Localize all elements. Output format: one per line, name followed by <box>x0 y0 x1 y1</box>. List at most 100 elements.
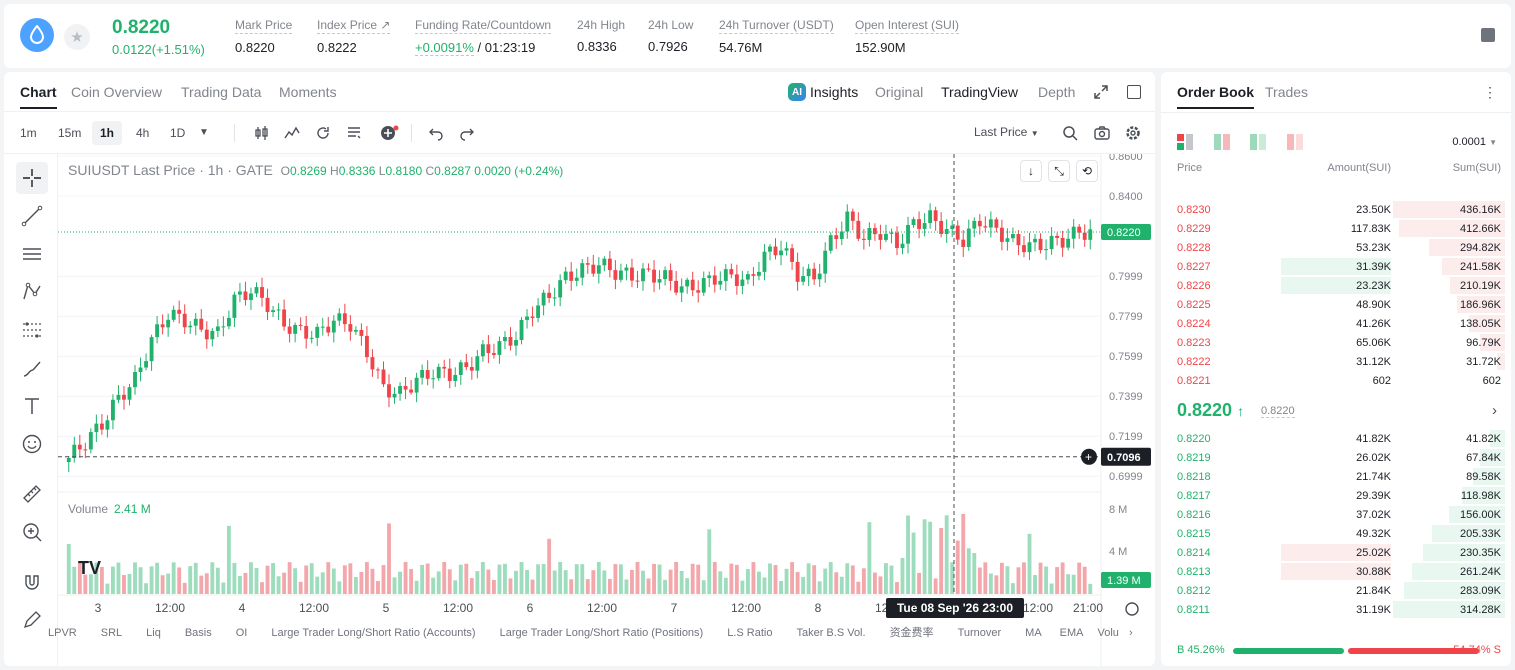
bid-row[interactable]: 0.8215 49.32K 205.33K <box>1161 524 1511 543</box>
mid-price[interactable]: 0.8220 ↑ <box>1177 400 1244 421</box>
chevron-right-icon[interactable]: › <box>1128 627 1133 639</box>
bid-row[interactable]: 0.8214 25.02K 230.35K <box>1161 543 1511 562</box>
bid-row[interactable]: 0.8216 37.02K 156.00K <box>1161 505 1511 524</box>
undo-icon[interactable] <box>428 125 444 141</box>
add-indicator-icon[interactable] <box>380 125 400 141</box>
tab-trading-data[interactable]: Trading Data <box>181 84 262 100</box>
templates-icon[interactable] <box>346 125 362 141</box>
indicator-ema[interactable]: EMA <box>1059 627 1084 639</box>
collapse-icon[interactable]: ⤡ <box>1048 160 1070 182</box>
indicator-large-trader-accounts[interactable]: Large Trader Long/Short Ratio (Accounts) <box>271 627 476 639</box>
indicator-oi[interactable]: OI <box>235 627 248 639</box>
ask-row[interactable]: 0.8225 48.90K 186.96K <box>1161 295 1511 314</box>
ask-row[interactable]: 0.8228 53.23K 294.82K <box>1161 238 1511 257</box>
chart-area[interactable]: 0.8220 0.7096 +0.8600 0.8400 0.7999 0.7799 0.7… <box>58 154 1155 666</box>
indicator-ls-ratio[interactable]: L.S Ratio <box>727 627 773 639</box>
volume-bar <box>1088 583 1093 594</box>
ask-row[interactable]: 0.8223 65.06K 96.79K <box>1161 333 1511 352</box>
camera-icon[interactable] <box>1094 125 1110 141</box>
book-icon[interactable] <box>1481 28 1495 42</box>
indicator-volume[interactable]: Volu <box>1097 627 1119 639</box>
layout-both-icon[interactable] <box>1177 134 1193 150</box>
ask-row[interactable]: 0.8227 31.39K 241.58K <box>1161 257 1511 276</box>
refresh-icon[interactable] <box>315 125 331 141</box>
indicator-taker-bs-vol[interactable]: Taker B.S Vol. <box>796 627 866 639</box>
bid-row[interactable]: 0.8213 30.88K 261.24K <box>1161 562 1511 581</box>
precision-select[interactable]: 0.0001 ▼ <box>1452 136 1497 148</box>
timeframe-15m[interactable]: 15m <box>58 126 82 140</box>
trend-line-tool-icon[interactable] <box>16 200 48 232</box>
volume-bar <box>757 571 761 594</box>
indicator-liq[interactable]: Liq <box>146 627 161 639</box>
ask-row[interactable]: 0.8230 23.50K 436.16K <box>1161 200 1511 219</box>
ask-row[interactable]: 0.8229 117.83K 412.66K <box>1161 219 1511 238</box>
timeframe-1d[interactable]: 1D <box>170 126 186 140</box>
bid-row[interactable]: 0.8219 26.02K 67.84K <box>1161 448 1511 467</box>
settings-gear-icon[interactable] <box>1125 125 1141 141</box>
bid-row[interactable]: 0.8220 41.82K 41.82K <box>1161 429 1511 448</box>
fullscreen-icon[interactable] <box>1127 85 1141 99</box>
emoji-tool-icon[interactable] <box>16 428 48 460</box>
ask-row[interactable]: 0.8224 41.26K 138.05K <box>1161 314 1511 333</box>
indicators-icon[interactable] <box>284 125 300 141</box>
zoom-in-tool-icon[interactable] <box>16 516 48 548</box>
candle-body <box>464 362 469 368</box>
timeframe-4h[interactable]: 4h <box>136 126 150 140</box>
bid-row[interactable]: 0.8217 29.39K 118.98K <box>1161 486 1511 505</box>
legend-change: 0.0020 (+0.24%) <box>474 164 564 178</box>
indicator-srl[interactable]: SRL <box>100 627 123 639</box>
view-original[interactable]: Original <box>875 84 924 100</box>
more-options-icon[interactable]: ⋮ <box>1483 84 1497 100</box>
bid-row[interactable]: 0.8212 21.84K 283.09K <box>1161 581 1511 600</box>
crosshair-tool-icon[interactable] <box>16 162 48 194</box>
timeframe-1h[interactable]: 1h <box>92 121 123 145</box>
stat-label[interactable]: Funding Rate/Countdown <box>415 18 552 34</box>
tab-trades[interactable]: Trades <box>1265 84 1309 100</box>
horizontal-lines-tool-icon[interactable] <box>16 238 48 270</box>
tab-coin-overview[interactable]: Coin Overview <box>71 84 163 100</box>
indicator-large-trader-positions[interactable]: Large Trader Long/Short Ratio (Positions… <box>499 627 704 639</box>
pencil-lock-tool-icon[interactable] <box>16 604 48 636</box>
ask-row[interactable]: 0.8226 23.23K 210.19K <box>1161 276 1511 295</box>
stat-label[interactable]: Mark Price <box>235 18 293 34</box>
view-insights[interactable]: Insights <box>810 84 859 100</box>
tab-moments[interactable]: Moments <box>279 84 337 100</box>
indicator-funding-rate[interactable]: 资金费率 <box>889 627 934 639</box>
view-depth[interactable]: Depth <box>1038 84 1076 100</box>
depth-bar <box>1404 582 1505 599</box>
stat-label[interactable]: Index Price ↗ <box>317 18 391 34</box>
redo-icon[interactable] <box>459 125 475 141</box>
view-tradingview[interactable]: TradingView <box>941 84 1019 100</box>
timeframe-dropdown-icon[interactable]: ▼ <box>199 127 209 138</box>
magnet-tool-icon[interactable] <box>16 566 48 598</box>
ask-row[interactable]: 0.8221 602 602 <box>1161 371 1511 390</box>
reset-chart-icon[interactable]: ⟲ <box>1076 160 1098 182</box>
layout-asks-bids-icon[interactable] <box>1214 134 1230 150</box>
indicator-lpvr[interactable]: LPVR <box>48 627 77 639</box>
search-icon[interactable] <box>1062 125 1078 141</box>
favorite-star-icon[interactable]: ★ <box>64 24 90 50</box>
candlestick-chart[interactable]: 0.8220 0.7096 +0.8600 0.8400 0.7999 0.7799 0.7… <box>58 154 1155 666</box>
fib-tool-icon[interactable] <box>16 314 48 346</box>
chevron-right-icon[interactable]: › <box>1492 402 1497 419</box>
layout-asks-icon[interactable] <box>1287 134 1303 150</box>
ruler-tool-icon[interactable] <box>16 478 48 510</box>
timeframe-1m[interactable]: 1m <box>20 126 37 140</box>
ask-row[interactable]: 0.8222 31.12K 31.72K <box>1161 352 1511 371</box>
funding-rate-value[interactable]: +0.0091% <box>415 40 474 56</box>
indicator-turnover[interactable]: Turnover <box>957 627 1002 639</box>
indicator-basis[interactable]: Basis <box>184 627 212 639</box>
candle-type-icon[interactable] <box>254 125 270 141</box>
price-source-select[interactable]: Last Price ▼ <box>974 125 1039 139</box>
pattern-tool-icon[interactable] <box>16 276 48 308</box>
layout-bids-icon[interactable] <box>1250 134 1266 150</box>
expand-icon[interactable] <box>1094 85 1108 99</box>
bid-row[interactable]: 0.8218 21.74K 89.58K <box>1161 467 1511 486</box>
indicator-ma[interactable]: MA <box>1025 627 1042 639</box>
brush-tool-icon[interactable] <box>16 352 48 384</box>
text-tool-icon[interactable] <box>16 390 48 422</box>
scroll-down-icon[interactable]: ↓ <box>1020 160 1042 182</box>
bid-row[interactable]: 0.8211 31.19K 314.28K <box>1161 600 1511 619</box>
tab-order-book[interactable]: Order Book <box>1177 84 1255 109</box>
tab-chart[interactable]: Chart <box>20 84 57 109</box>
